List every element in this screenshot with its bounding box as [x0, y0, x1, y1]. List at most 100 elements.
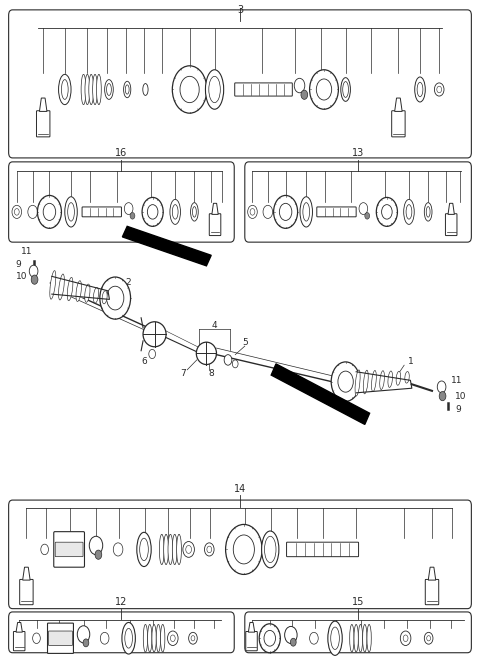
Circle shape	[180, 76, 199, 103]
FancyBboxPatch shape	[48, 623, 73, 653]
Circle shape	[183, 542, 194, 557]
Circle shape	[274, 195, 298, 228]
Circle shape	[382, 205, 392, 219]
Ellipse shape	[168, 534, 173, 565]
Circle shape	[31, 275, 38, 284]
Ellipse shape	[137, 532, 151, 567]
Circle shape	[338, 371, 353, 392]
Circle shape	[37, 195, 61, 228]
Circle shape	[232, 360, 238, 368]
Circle shape	[233, 535, 254, 564]
Ellipse shape	[264, 536, 276, 563]
Circle shape	[424, 632, 433, 644]
Ellipse shape	[152, 624, 156, 652]
Polygon shape	[39, 98, 47, 111]
Ellipse shape	[160, 624, 165, 652]
Ellipse shape	[363, 370, 368, 394]
Ellipse shape	[331, 627, 339, 649]
Circle shape	[316, 79, 332, 100]
Ellipse shape	[50, 270, 56, 299]
Ellipse shape	[59, 274, 64, 300]
Polygon shape	[448, 203, 455, 215]
Circle shape	[77, 626, 90, 643]
Circle shape	[301, 90, 308, 99]
Ellipse shape	[67, 278, 73, 301]
Polygon shape	[52, 276, 109, 299]
Text: 3: 3	[237, 5, 243, 14]
Ellipse shape	[61, 80, 68, 99]
Ellipse shape	[140, 538, 148, 561]
Circle shape	[28, 205, 37, 218]
Ellipse shape	[89, 74, 94, 105]
Ellipse shape	[341, 78, 350, 101]
Ellipse shape	[172, 205, 178, 219]
Ellipse shape	[156, 624, 160, 652]
FancyBboxPatch shape	[55, 542, 83, 557]
Circle shape	[204, 543, 214, 556]
Circle shape	[124, 203, 133, 215]
Ellipse shape	[143, 84, 148, 95]
Polygon shape	[428, 567, 436, 580]
Ellipse shape	[164, 534, 168, 565]
Circle shape	[207, 546, 212, 553]
Ellipse shape	[177, 534, 181, 565]
Ellipse shape	[170, 199, 180, 224]
Ellipse shape	[65, 197, 77, 227]
Text: 5: 5	[242, 338, 248, 347]
Circle shape	[294, 78, 305, 93]
Text: 11: 11	[451, 376, 463, 385]
Ellipse shape	[355, 370, 360, 396]
Circle shape	[365, 213, 370, 219]
Circle shape	[263, 205, 273, 218]
Ellipse shape	[143, 322, 166, 347]
Text: 9: 9	[455, 405, 461, 414]
Circle shape	[14, 209, 19, 215]
FancyBboxPatch shape	[13, 632, 25, 651]
FancyBboxPatch shape	[445, 214, 457, 236]
FancyBboxPatch shape	[245, 612, 471, 653]
FancyBboxPatch shape	[245, 162, 471, 242]
Circle shape	[189, 632, 197, 644]
Text: 2: 2	[126, 278, 132, 288]
Circle shape	[41, 544, 48, 555]
Polygon shape	[23, 567, 30, 580]
Ellipse shape	[93, 74, 97, 105]
FancyBboxPatch shape	[9, 162, 234, 242]
Ellipse shape	[424, 203, 432, 221]
Circle shape	[250, 209, 255, 215]
Ellipse shape	[85, 284, 90, 302]
Circle shape	[376, 197, 397, 226]
Ellipse shape	[205, 70, 224, 109]
Text: 15: 15	[352, 597, 364, 607]
Ellipse shape	[192, 207, 196, 217]
Ellipse shape	[159, 534, 164, 565]
Ellipse shape	[343, 82, 348, 97]
FancyBboxPatch shape	[235, 83, 292, 96]
Ellipse shape	[209, 76, 220, 103]
Ellipse shape	[380, 370, 384, 390]
FancyBboxPatch shape	[48, 631, 72, 645]
Ellipse shape	[426, 207, 430, 217]
Circle shape	[100, 277, 131, 319]
Circle shape	[224, 355, 232, 365]
FancyBboxPatch shape	[425, 580, 439, 605]
Circle shape	[403, 635, 408, 642]
Circle shape	[226, 524, 262, 574]
Text: 6: 6	[141, 357, 147, 367]
Ellipse shape	[172, 534, 177, 565]
Polygon shape	[248, 622, 255, 632]
Text: 12: 12	[115, 597, 128, 607]
FancyBboxPatch shape	[287, 542, 359, 557]
Text: 10: 10	[455, 392, 467, 401]
Ellipse shape	[125, 85, 129, 94]
Ellipse shape	[196, 342, 216, 365]
Ellipse shape	[354, 624, 358, 652]
Polygon shape	[271, 364, 370, 424]
FancyBboxPatch shape	[246, 632, 257, 651]
Text: 16: 16	[115, 148, 128, 158]
Ellipse shape	[328, 621, 342, 655]
Circle shape	[439, 392, 446, 401]
Circle shape	[279, 203, 292, 220]
Text: 7: 7	[180, 368, 186, 378]
Text: 10: 10	[16, 272, 28, 281]
